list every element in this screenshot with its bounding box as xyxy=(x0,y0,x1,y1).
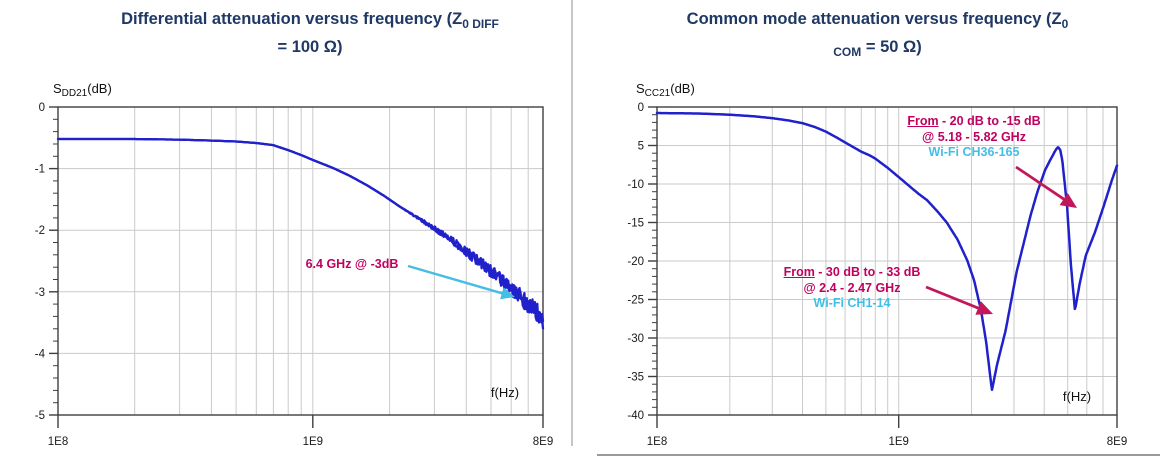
annotation-wifi-2ghz-line1: From - 30 dB to - 33 dB xyxy=(783,265,921,279)
right-y-axis-label: SCC21(dB) xyxy=(636,81,695,99)
annotation-arrow-line xyxy=(1015,165,1072,206)
y-tick-label: -10 xyxy=(627,179,644,191)
left-title-subscript: 0 DIFF xyxy=(462,17,499,31)
y-tick-label: -4 xyxy=(35,348,46,360)
annotation-wifi-5ghz-line2: @ 5.18 - 5.82 GHz xyxy=(922,129,1026,144)
x-tick-label: 8E9 xyxy=(533,436,553,448)
y-tick-label: -30 xyxy=(627,333,644,345)
y-tick-label: 5 xyxy=(638,141,644,153)
y-tick-label: -3 xyxy=(35,287,45,299)
y-tick-label: -5 xyxy=(35,410,45,422)
left-chart-title-line1: Differential attenuation versus frequenc… xyxy=(45,6,575,34)
annotation-arrow-head xyxy=(975,301,993,315)
y-tick-label: -25 xyxy=(627,295,644,307)
annotation-wifi-2ghz: From - 30 dB to - 33 dB @ 2.4 - 2.47 GHz… xyxy=(752,265,952,312)
left-chart-title-line2: = 100 Ω) xyxy=(45,34,575,61)
y-tick-label: -15 xyxy=(627,218,644,230)
left-y-axis-label: SDD21(dB) xyxy=(53,81,112,99)
annotation-3db-point: 6.4 GHz @ -3dB xyxy=(305,257,399,271)
annotation-wifi-5ghz: From - 20 dB to -15 dB @ 5.18 - 5.82 GHz… xyxy=(874,114,1074,161)
x-tick-label: 1E9 xyxy=(303,436,323,448)
right-title-subscript-com: COM xyxy=(833,45,862,59)
plot-frame xyxy=(57,106,544,416)
left-y-axis-subscript: DD21 xyxy=(61,88,88,99)
right-title-subscript-z0: 0 xyxy=(1061,17,1069,31)
y-tick-label: 0 xyxy=(638,102,644,114)
annotation-arrow-line xyxy=(407,264,510,297)
y-tick-label: -35 xyxy=(627,372,644,384)
annotation-wifi-5ghz-line3: Wi-Fi CH36-165 xyxy=(928,145,1020,159)
bottom-rule-line xyxy=(597,454,1160,456)
annotation-arrow-line xyxy=(925,285,987,313)
right-title-value: = 50 Ω) xyxy=(861,38,922,56)
right-chart-title: Common mode attenuation versus frequency… xyxy=(595,6,1160,62)
annotation-arrow-head xyxy=(1059,193,1077,208)
y-tick-label: -20 xyxy=(627,256,644,268)
left-title-value: = 100 Ω) xyxy=(277,38,343,56)
left-chart-title: Differential attenuation versus frequenc… xyxy=(45,6,575,61)
right-x-axis-label: f(Hz) xyxy=(1062,389,1092,404)
right-title-text: Common mode attenuation versus frequency… xyxy=(686,10,1062,28)
annotation-wifi-5ghz-line1: From - 20 dB to -15 dB xyxy=(907,114,1041,128)
x-tick-label: 1E8 xyxy=(647,436,667,448)
x-tick-label: 1E9 xyxy=(888,436,908,448)
annotation-arrow-head xyxy=(500,287,515,300)
attenuation-curve xyxy=(56,137,545,330)
y-tick-label: 0 xyxy=(39,102,45,114)
chart-divider-line xyxy=(571,0,573,446)
right-chart-title-line1: Common mode attenuation versus frequency… xyxy=(595,6,1160,34)
annotation-wifi-2ghz-line2: @ 2.4 - 2.47 GHz xyxy=(803,280,901,295)
x-tick-label: 8E9 xyxy=(1107,436,1127,448)
y-tick-label: -40 xyxy=(627,410,644,422)
annotation-wifi-2ghz-line3: Wi-Fi CH1-14 xyxy=(813,296,891,310)
left-x-axis-label: f(Hz) xyxy=(490,385,520,400)
right-y-axis-subscript: CC21 xyxy=(644,88,671,99)
right-chart-title-line2: COM = 50 Ω) xyxy=(595,34,1160,62)
x-tick-label: 1E8 xyxy=(48,436,68,448)
y-tick-label: -1 xyxy=(35,164,45,176)
left-title-text: Differential attenuation versus frequenc… xyxy=(121,10,463,28)
y-tick-label: -2 xyxy=(35,225,45,237)
